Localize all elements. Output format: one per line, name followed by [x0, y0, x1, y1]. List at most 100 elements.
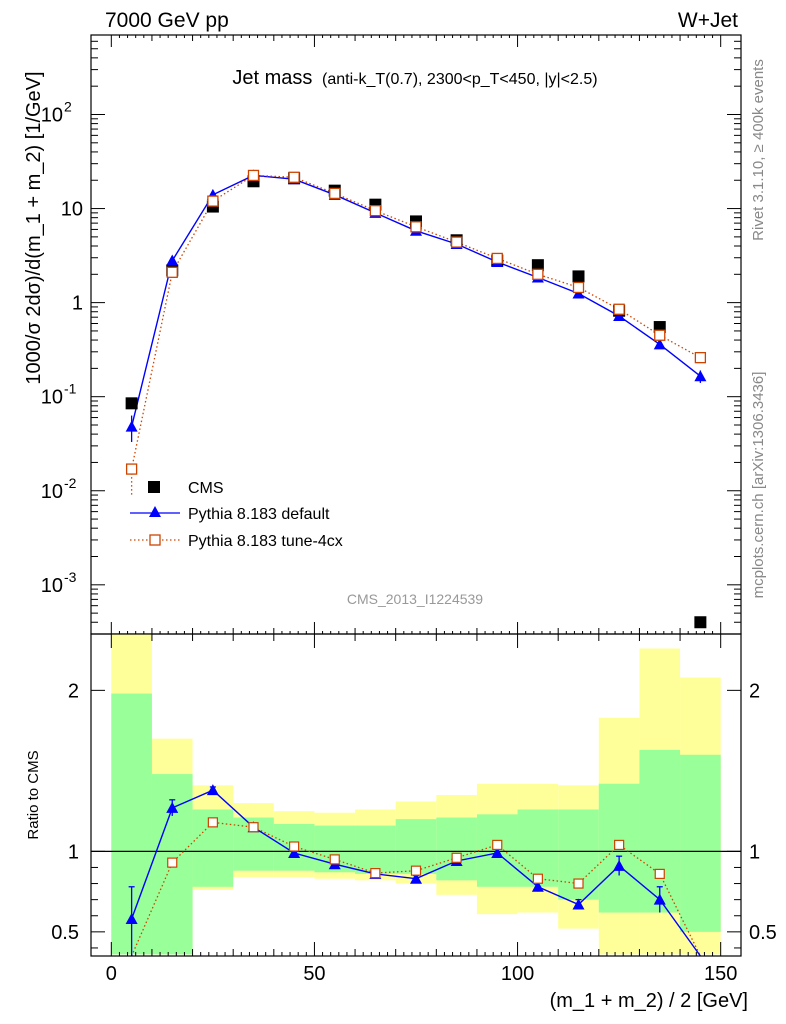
ratio-pythia-default-point: [531, 880, 544, 892]
pythia-default-point: [694, 370, 707, 382]
ratio-plot-panel: 0 50 100 150 0.5 0.5 1 1 2 2 Ratio to CMS (m_1 + …: [25, 633, 777, 1012]
ratio-pythia-tune-point: [573, 878, 584, 889]
pythia-tune-point: [247, 169, 260, 182]
analysis-id-label: CMS_2013_I1224539: [347, 591, 483, 607]
ratio-band-green: [639, 749, 681, 913]
legend-marker-cms: [148, 481, 160, 493]
ratio-band-green: [395, 819, 437, 874]
ratio-band-green: [436, 817, 477, 881]
ratio-y-tick-label: 0.5: [51, 922, 79, 944]
plot-title: Jet mass (anti-k_T(0.7), 2300<p_T<450, |…: [232, 67, 597, 89]
pythia-tune-point: [694, 352, 707, 364]
main-y-tick-exponent: -3: [64, 569, 77, 585]
x-tick-label: 50: [303, 963, 325, 985]
pythia-tune-point: [369, 205, 382, 217]
ratio-pythia-tune-point: [532, 873, 543, 884]
main-y-tick-label: 10: [41, 481, 63, 503]
ratio-pythia-tune-point: [248, 822, 259, 833]
ratio-pythia-tune-point: [167, 857, 178, 868]
main-y-tick-label: 10: [61, 199, 83, 221]
ratio-pythia-default-point: [206, 784, 219, 796]
legend: CMS Pythia 8.183 default Pythia 8.183 tu…: [130, 480, 343, 550]
ratio-pythia-default-point: [491, 846, 504, 858]
cms-data-point: [572, 270, 585, 283]
ratio-pythia-default-point: [288, 846, 301, 858]
ratio-pythia-tune-point: [614, 839, 625, 851]
mcplots-label: mcplots.cern.ch [arXiv:1306.3436]: [750, 372, 767, 599]
ratio-y-tick-label-right: 1: [749, 841, 760, 863]
ratio-pythia-default-point: [613, 859, 626, 871]
ratio-pythia-default-point: [125, 912, 138, 924]
header-process-label: W+Jet: [678, 9, 738, 32]
main-y-tick-label: 1: [72, 293, 83, 315]
legend-marker-pythia-default: [149, 506, 161, 517]
legend-label-cms: CMS: [188, 480, 224, 497]
ratio-pythia-default-point: [410, 872, 422, 884]
pythia-tune-point: [572, 281, 585, 294]
ratio-band-green: [355, 825, 396, 874]
pythia-tune-point: [166, 266, 178, 278]
legend-marker-pythia-tune: [149, 534, 161, 546]
ratio-y-tick-label-right: 2: [749, 680, 760, 702]
legend-label-pythia-tune: Pythia 8.183 tune-4cx: [188, 533, 343, 550]
main-y-tick-label: 10: [41, 104, 63, 126]
ratio-data-series: [125, 784, 701, 957]
pythia-default-point: [166, 254, 179, 266]
ratio-pythia-tune-point: [289, 841, 300, 852]
ratio-pythia-tune-point: [207, 817, 218, 828]
cms-data-point: [125, 397, 138, 410]
cms-data-point: [694, 616, 707, 629]
ratio-band-green: [680, 754, 721, 932]
ratio-pythia-default-point: [572, 898, 585, 910]
ratio-pythia-tune-point: [654, 868, 665, 879]
cms-data-point: [531, 259, 544, 272]
y-axis-label: 1000/σ 2dσ)/d(m_1 + m_2) [1/GeV]: [23, 71, 45, 384]
x-axis-label: (m_1 + m_2) / 2 [GeV]: [550, 990, 748, 1012]
pythia-tune-point: [288, 171, 300, 183]
ratio-pythia-tune-point: [329, 854, 340, 865]
pythia-default-line: [130, 174, 701, 427]
pythia-tune-point: [450, 236, 463, 248]
pythia-tune-point: [654, 329, 666, 341]
ratio-pythia-tune-point: [492, 839, 503, 851]
pythia-tune-point: [491, 252, 503, 265]
ratio-pythia-tune-point: [451, 852, 462, 863]
ratio-y-tick-label: 1: [68, 841, 79, 863]
ratio-pythia-default-point: [653, 893, 666, 905]
x-tick-label: 150: [704, 963, 737, 985]
main-data-series: [125, 169, 707, 629]
ratio-pythia-tune-point: [410, 865, 422, 876]
pythia-tune-point: [207, 195, 219, 207]
x-tick-label: 0: [106, 963, 117, 985]
ratio-y-tick-label-right: 0.5: [749, 922, 777, 944]
main-y-tick-label: 10: [41, 575, 63, 597]
rivet-version-label: Rivet 3.1.10, ≥ 400k events: [750, 59, 767, 241]
pythia-tune-point: [532, 268, 544, 280]
legend-label-pythia-default: Pythia 8.183 default: [188, 506, 330, 523]
plot-title-main: Jet mass: [232, 67, 312, 89]
pythia-tune-point: [613, 303, 625, 315]
pythia-default-point: [653, 338, 666, 350]
x-tick-label: 100: [501, 963, 534, 985]
ratio-pythia-tune-line: [131, 821, 701, 957]
main-y-tick-exponent: -2: [64, 475, 77, 491]
pythia-default-point: [613, 310, 626, 322]
ratio-y-axis-label: Ratio to CMS: [25, 750, 42, 839]
ratio-axis-ticks: 0 50 100 150 0.5 0.5 1 1 2 2: [51, 634, 777, 985]
main-y-tick-exponent: 2: [64, 98, 72, 114]
pythia-tune-point: [410, 221, 422, 233]
ratio-uncertainty-bands: [91, 634, 741, 955]
pythia-tune-point: [329, 187, 341, 200]
pythia-default-point: [125, 420, 138, 432]
header-energy-label: 7000 GeV pp: [105, 9, 229, 32]
main-y-tick-label: 10: [41, 387, 63, 409]
ratio-pythia-default-point: [166, 801, 179, 813]
ratio-plot-frame: [90, 633, 742, 957]
ratio-y-tick-label: 2: [68, 680, 79, 702]
main-y-tick-exponent: -1: [64, 381, 77, 397]
pythia-tune-point: [125, 463, 138, 475]
ratio-pythia-tune-point: [370, 867, 381, 879]
